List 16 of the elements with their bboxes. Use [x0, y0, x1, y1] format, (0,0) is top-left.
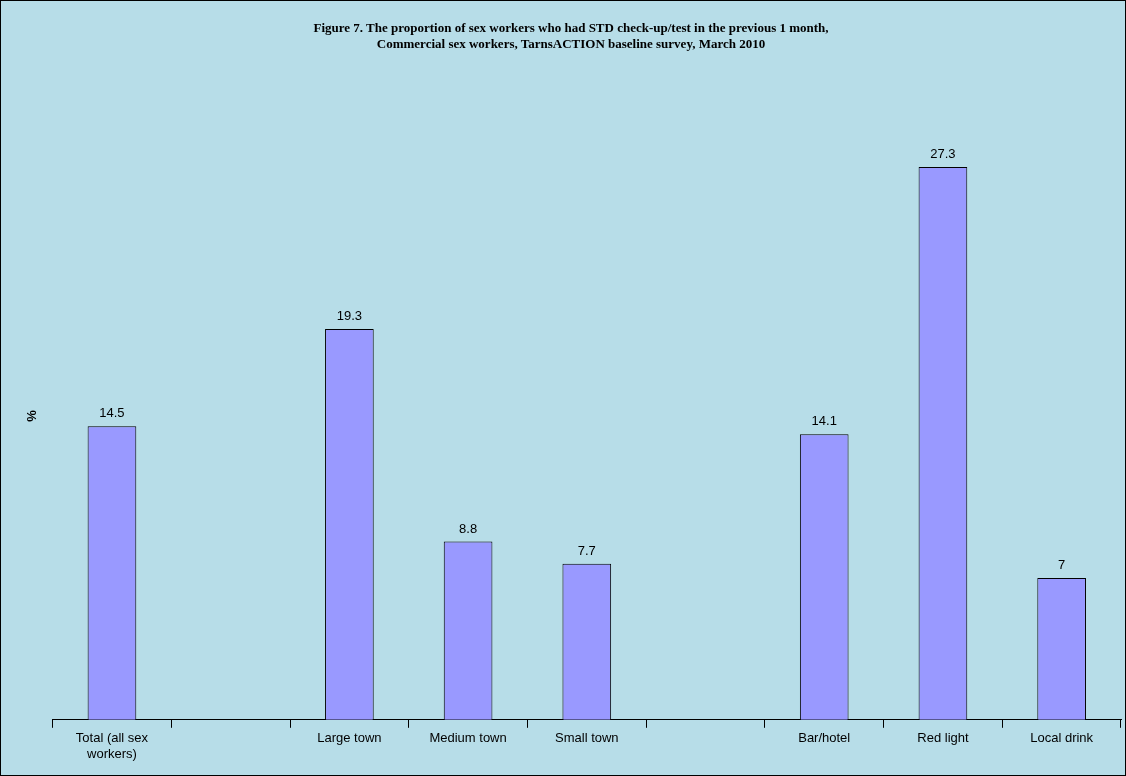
data-label: 7 — [1058, 557, 1066, 573]
x-tick-label: Small town — [555, 730, 619, 746]
x-tick-label: Bar/hotel — [798, 730, 851, 746]
data-label: 7.7 — [577, 542, 596, 558]
data-label: 19.3 — [336, 307, 363, 323]
y-axis-title: % — [24, 409, 40, 422]
data-label: 27.3 — [930, 145, 956, 161]
x-tick-label: Total (all sex workers) — [75, 730, 149, 761]
x-tick-label: Local drink — [1030, 730, 1094, 746]
x-tick-label: Large town — [317, 730, 382, 746]
x-tick-label: Medium town — [429, 730, 507, 746]
x-tick-label: Red light — [917, 730, 969, 746]
data-label: 8.8 — [459, 520, 478, 536]
data-label: 14.5 — [99, 405, 125, 421]
data-label: 14.1 — [811, 413, 837, 429]
chart-title: Figure 7. The proportion of sex workers who had STD check-up/test in the previous 1 month, Commercial sex workers, TarnsACTION baseline survey, March 2010 — [313, 20, 829, 51]
